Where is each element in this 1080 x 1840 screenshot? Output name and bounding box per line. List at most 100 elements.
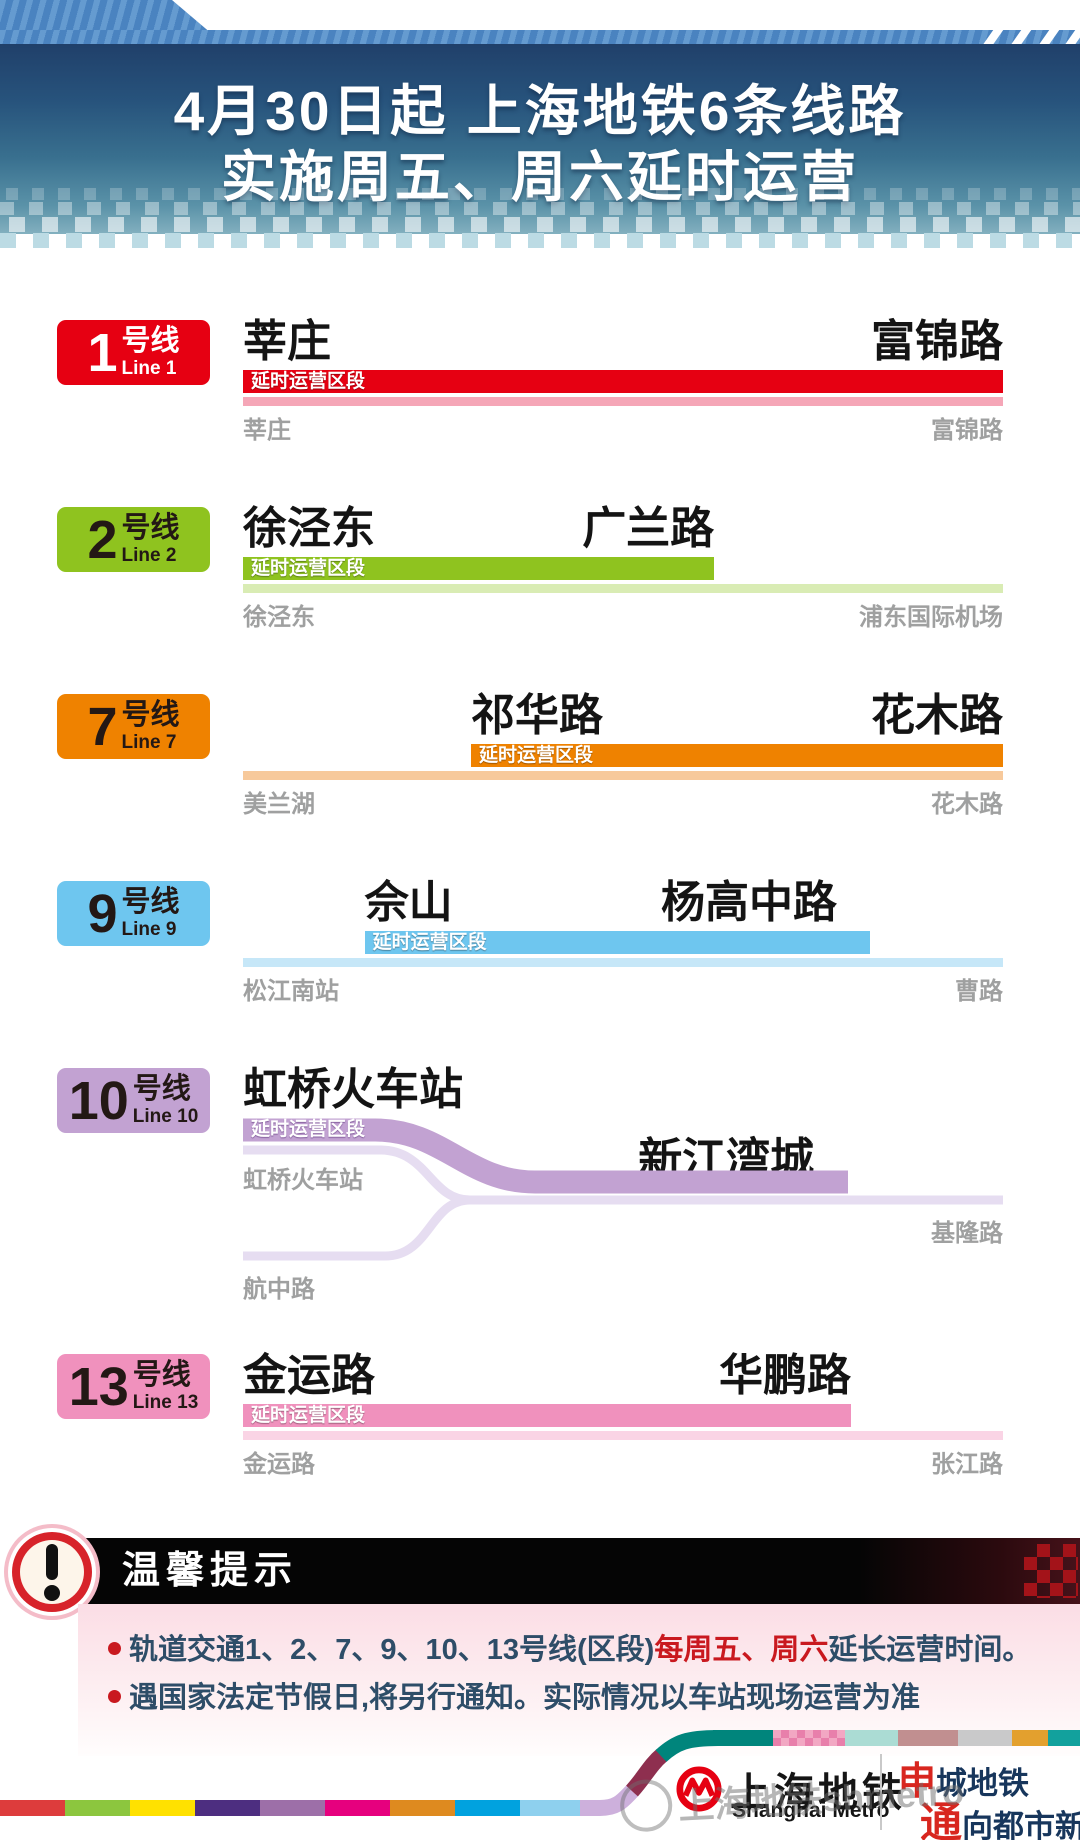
band-segment: [1012, 1730, 1048, 1746]
mosaic-row: [0, 217, 1080, 232]
bullet1-text: 轨道交通1、2、7、9、10、13号线(区段): [129, 1634, 655, 1666]
band-segment: [845, 1730, 898, 1746]
line1-badge: 1 号线 Line 1: [57, 320, 210, 385]
band-segment: [0, 1800, 65, 1816]
slogan-rest2: 向都市新生活: [962, 1809, 1080, 1840]
band-segment: [713, 1730, 773, 1746]
line10-delayed-path: [243, 1118, 848, 1194]
line-suffix: 号线: [121, 325, 180, 357]
footer-metro-band-left: [0, 1800, 585, 1816]
band-segment: [195, 1800, 260, 1816]
delayed-segment-label: 延时运营区段: [372, 932, 487, 953]
station-name-bold: 莘庄: [243, 317, 331, 366]
terminus-label: 美兰湖: [243, 791, 315, 818]
full-line-bar: [243, 771, 1003, 780]
logo-cn-text: 上海地铁: [730, 1771, 906, 1815]
full-line-bar: [243, 1431, 1003, 1440]
line-en-label: Line 10: [132, 1106, 199, 1127]
band-segment: [65, 1800, 130, 1816]
band-segment: [898, 1730, 958, 1746]
notice-bullet-2: 遇国家法定节假日,将另行通知。实际情况以车站现场运营为准: [108, 1674, 920, 1716]
slogan-line1: 申城地铁: [898, 1750, 1029, 1805]
bullet-dot: [108, 1642, 121, 1655]
watermark-icon: [618, 1778, 674, 1833]
terminus-label: 航中路: [243, 1276, 315, 1303]
line13-badge: 13 号线 Line 13: [57, 1354, 210, 1419]
mosaic-row: [0, 233, 1080, 248]
station-name-bold: 广兰路: [582, 504, 715, 553]
line-suffix: 号线: [121, 512, 180, 544]
delayed-segment-bar: 延时运营区段: [243, 557, 715, 580]
terminus-label: 浦东国际机场: [859, 604, 1003, 631]
terminus-label: 松江南站: [243, 978, 339, 1005]
delayed-segment-bar: 延时运营区段: [471, 744, 1003, 767]
line2-section: 2 号线 Line 2 徐泾东 广兰路 延时运营区段 徐泾东 浦东国际机场: [0, 505, 1080, 635]
station-name-bold: 富锦路: [871, 317, 1003, 366]
bullet2-text: 遇国家法定节假日,将另行通知。实际情况以车站现场运营为准: [129, 1682, 921, 1714]
delayed-segment-bar: 延时运营区段: [364, 931, 870, 954]
delayed-segment-label: 延时运营区段: [251, 1119, 366, 1140]
logo-en-text: Shanghai Metro: [732, 1799, 890, 1822]
footer-band-curve: [580, 1730, 719, 1816]
line-suffix: 号线: [121, 886, 180, 918]
terminus-label: 金运路: [243, 1451, 315, 1478]
bullet1-tail: 延长运营时间。: [828, 1634, 1032, 1666]
slogan-line2: 通向都市新生活: [920, 1789, 1080, 1840]
notice-title-bar: 温馨提示: [78, 1538, 1080, 1604]
bullet1-emphasis: 每周五、周六: [654, 1634, 829, 1666]
line-number: 2: [87, 509, 118, 570]
bullet-dot: [108, 1690, 121, 1703]
station-name-bold: 华鹏路: [719, 1351, 851, 1400]
terminus-label: 徐泾东: [243, 604, 315, 631]
line10-hangzhonglu-branch-path: [243, 1195, 471, 1261]
band-segment: [455, 1800, 520, 1816]
line9-badge: 9 号线 Line 9: [57, 881, 210, 946]
band-segment: [390, 1800, 455, 1816]
line2-badge: 2 号线 Line 2: [57, 507, 210, 572]
delayed-segment-label: 延时运营区段: [251, 558, 366, 579]
station-name-bold: 杨高中路: [661, 878, 837, 927]
slogan-char2: 通: [920, 1799, 963, 1840]
header-striped-band: [0, 30, 1080, 45]
line-number: 7: [87, 696, 118, 757]
line-en-label: Line 2: [121, 545, 177, 566]
line-en-label: Line 1: [121, 358, 177, 379]
full-line-bar: [243, 584, 1003, 593]
line9-section: 9 号线 Line 9 佘山 杨高中路 延时运营区段 松江南站 曹路: [0, 879, 1080, 1009]
slogan-rest1: 城地铁: [936, 1766, 1030, 1801]
delayed-segment-label: 延时运营区段: [479, 745, 594, 766]
delayed-segment-label: 延时运营区段: [251, 371, 366, 392]
line-en-label: Line 9: [121, 919, 177, 940]
band-segment: [325, 1800, 390, 1816]
page-title-line2: 实施周五、周六延时运营: [220, 146, 859, 208]
terminus-label: 曹路: [955, 978, 1003, 1005]
line10-badge: 10 号线 Line 10: [57, 1068, 210, 1133]
line-number: 10: [68, 1070, 129, 1131]
band-segment-checkered: [773, 1730, 845, 1746]
delayed-segment-label: 延时运营区段: [251, 1405, 366, 1426]
header-gradient: 4月30日起 上海地铁6条线路 实施周五、周六延时运营: [0, 44, 1080, 234]
checker-decoration: [1024, 1544, 1078, 1598]
band-segment: [520, 1800, 585, 1816]
station-name-bold: 金运路: [243, 1351, 375, 1400]
band-segment: [958, 1730, 1012, 1746]
line-en-label: Line 13: [132, 1392, 199, 1413]
terminus-label: 花木路: [931, 791, 1003, 818]
mosaic-row: [0, 202, 1080, 215]
line10-section: 10 号线 Line 10 虹桥火车站 新江湾城 延时运营区段 虹桥火车站 基隆…: [0, 1066, 1080, 1316]
mosaic-row: [0, 188, 1080, 200]
line-number: 13: [68, 1356, 129, 1417]
footer-metro-band-right: [713, 1730, 1080, 1746]
station-name-bold: 花木路: [871, 691, 1003, 740]
full-line-bar: [243, 958, 1003, 967]
page-title-line1: 4月30日起 上海地铁6条线路: [173, 80, 907, 142]
slogan-char1: 申: [898, 1761, 937, 1803]
delayed-segment-bar: 延时运营区段: [243, 370, 1003, 393]
footer-divider: [880, 1754, 882, 1830]
station-name-bold: 佘山: [364, 878, 453, 927]
terminus-label: 张江路: [931, 1451, 1003, 1478]
line1-section: 1 号线 Line 1 莘庄 富锦路 延时运营区段 莘庄 富锦路: [0, 318, 1080, 448]
warning-icon: [4, 1524, 100, 1620]
notice-bullet-1: 轨道交通1、2、7、9、10、13号线(区段)每周五、周六延长运营时间。: [108, 1626, 1031, 1668]
